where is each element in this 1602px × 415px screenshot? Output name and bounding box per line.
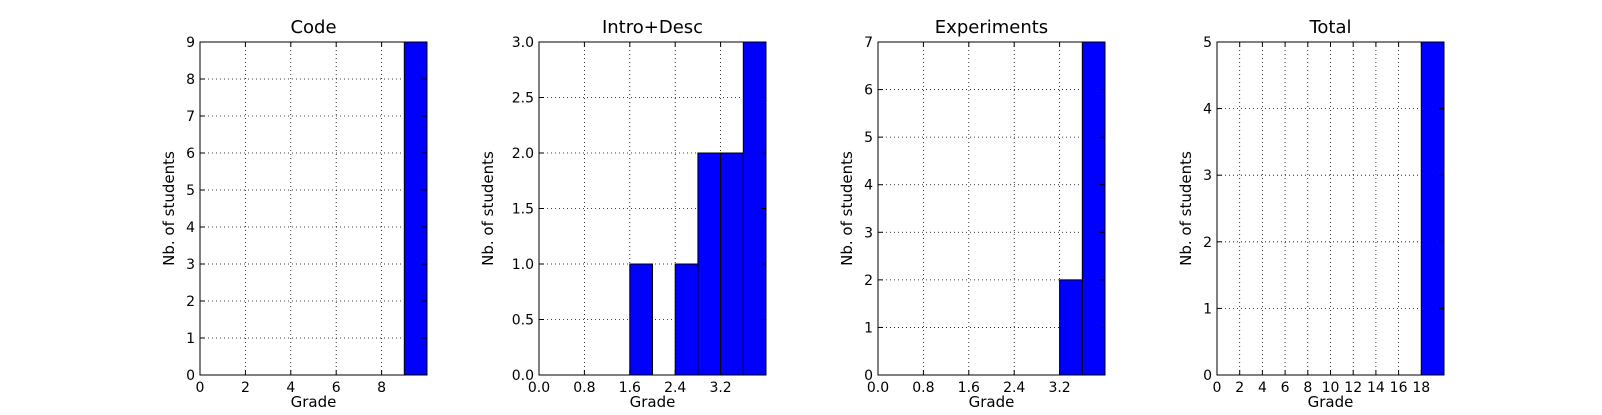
chart-title: Experiments [935,17,1048,38]
x-axis-label: Grade [630,393,676,411]
x-tick-label: 2.4 [1003,380,1025,396]
y-axis-label: Nb. of students [479,151,497,266]
chart-title: Intro+Desc [602,17,703,38]
y-tick-label: 2 [1203,235,1212,251]
y-tick-label: 2.5 [512,91,534,107]
histogram-bar [1420,41,1445,376]
x-tick-label: 4 [1258,380,1267,396]
x-tick-label: 18 [1412,380,1430,396]
histogram-bar [629,263,653,376]
y-tick-label: 0 [864,368,873,384]
histogram-bar [674,263,699,376]
histogram-bar [1081,41,1106,376]
y-tick-label: 0.0 [512,368,534,384]
axes-frame [199,41,428,376]
x-tick-label: 0 [196,380,205,396]
y-tick-label: 1 [186,331,195,347]
y-tick-label: 4 [186,220,195,236]
y-tick-label: 7 [186,109,195,125]
y-tick-label: 8 [186,72,195,88]
histogram-bar [720,152,744,376]
y-tick-label: 3 [186,257,195,273]
x-tick-label: 1.6 [619,380,641,396]
y-tick-label: 5 [864,130,873,146]
x-tick-label: 12 [1344,380,1362,396]
x-axis-label: Grade [291,393,337,411]
x-tick-label: 3.2 [1048,380,1070,396]
x-tick-label: 2.4 [664,380,686,396]
x-tick-label: 6 [1281,380,1290,396]
y-tick-label: 3.0 [512,35,534,51]
y-tick-label: 4 [1203,102,1212,118]
y-tick-label: 1.0 [512,257,534,273]
y-tick-label: 1 [1203,301,1212,317]
x-axis-label: Grade [1308,393,1354,411]
y-tick-label: 3 [864,225,873,241]
y-tick-label: 3 [1203,168,1212,184]
x-tick-label: 0 [1213,380,1222,396]
x-tick-label: 2 [1235,380,1244,396]
y-tick-label: 2 [864,273,873,289]
y-axis-label: Nb. of students [1177,151,1195,266]
chart-title: Code [290,17,336,38]
y-tick-label: 5 [1203,35,1212,51]
x-tick-label: 0.0 [528,380,550,396]
histogram-bar [1059,279,1083,376]
histogram-bar [697,152,722,376]
chart-title: Total [1308,17,1351,38]
y-tick-label: 4 [864,178,873,194]
y-tick-label: 9 [186,35,195,51]
x-tick-label: 0.8 [573,380,595,396]
x-tick-label: 0.0 [867,380,889,396]
x-tick-label: 2 [241,380,250,396]
axes-frame [877,41,1106,376]
chart-panel-2: 0.0 0.8 1.6 2.4 3.2 0 1 2 3 4 5 6 7 Experiments Grade N… [838,17,1106,411]
y-axis-label: Nb. of students [160,151,178,266]
y-tick-label: 2.0 [512,146,534,162]
y-tick-label: 0 [1203,368,1212,384]
y-tick-label: 0.5 [512,313,534,329]
x-tick-label: 8 [377,380,386,396]
x-tick-label: 3.2 [709,380,731,396]
y-tick-label: 7 [864,35,873,51]
x-tick-label: 8 [1303,380,1312,396]
x-tick-label: 0.8 [912,380,934,396]
y-tick-label: 5 [186,183,195,199]
y-tick-label: 6 [186,146,195,162]
x-tick-label: 6 [332,380,341,396]
y-tick-label: 1.5 [512,202,534,218]
x-tick-label: 16 [1390,380,1408,396]
x-tick-label: 1.6 [958,380,980,396]
x-tick-label: 4 [286,380,295,396]
chart-panel-0: 0 2 4 6 8 0 1 2 3 4 5 6 7 8 9 Code Grade Nb. of students [160,17,428,411]
chart-panel-1: 0.0 0.8 1.6 2.4 3.2 0.0 0.5 1.0 1.5 2.0 2.5 3.0 Intr… [479,17,767,411]
axes-frame [1216,41,1445,376]
y-tick-label: 1 [864,320,873,336]
histogram-bar [403,41,428,376]
y-tick-label: 2 [186,294,195,310]
x-axis-label: Grade [969,393,1015,411]
y-tick-label: 6 [864,83,873,99]
x-tick-label: 10 [1322,380,1340,396]
y-tick-label: 0 [186,368,195,384]
x-tick-label: 14 [1367,380,1385,396]
y-axis-label: Nb. of students [838,151,856,266]
